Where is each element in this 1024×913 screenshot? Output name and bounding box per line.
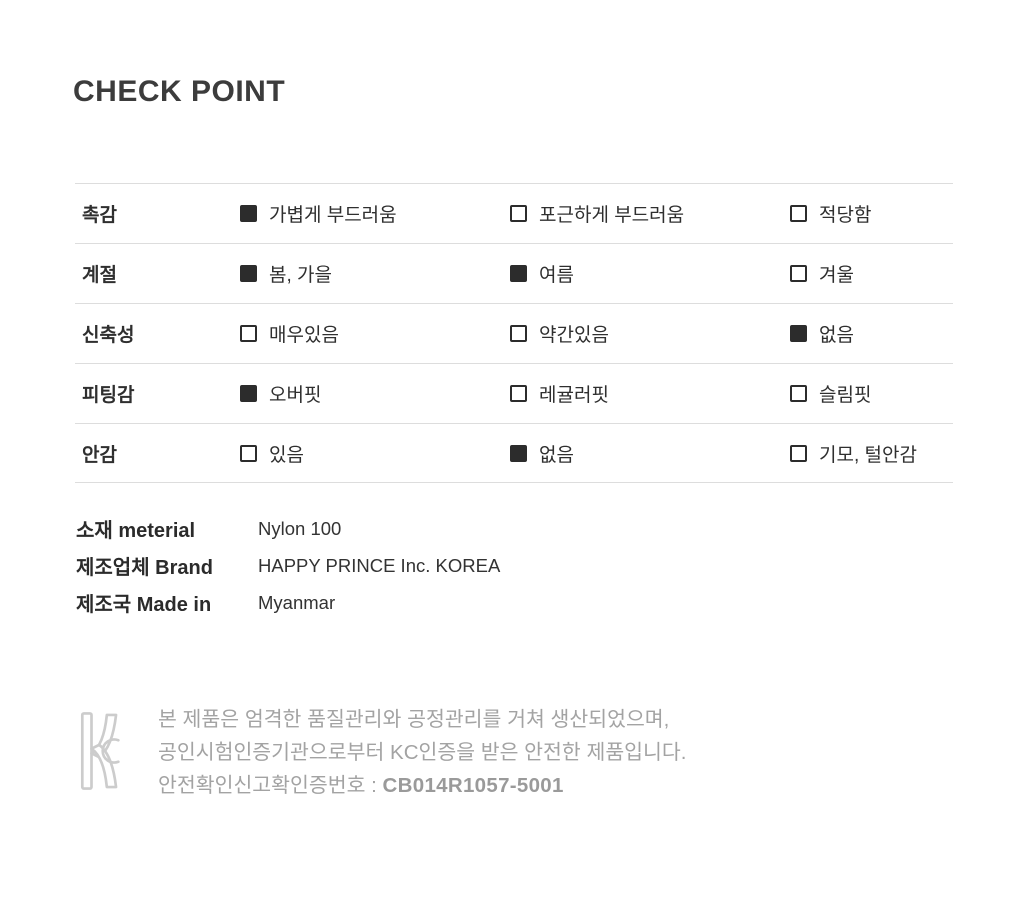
table-row: 피팅감 오버핏 레귤러핏 슬림핏 <box>75 363 953 423</box>
option-label: 가볍게 부드러움 <box>269 205 397 226</box>
checkbox-checked-icon <box>510 265 527 282</box>
option-label: 슬림핏 <box>819 385 872 406</box>
option-label: 없음 <box>539 444 574 466</box>
cert-number-label: 안전확인신고확인증번호 : <box>158 774 383 797</box>
detail-row: 소재 meterial Nylon 100 <box>76 510 500 547</box>
checkbox-unchecked-icon <box>510 205 527 222</box>
option-label: 없음 <box>819 325 854 346</box>
checkbox-unchecked-icon <box>790 205 807 222</box>
option-label: 겨울 <box>819 265 854 286</box>
page-title: CHECK POINT <box>73 75 286 108</box>
table-row: 신축성 매우있음 약간있음 없음 <box>75 303 953 363</box>
detail-value: Nylon 100 <box>258 517 342 539</box>
table-row: 촉감 가볍게 부드러움 포근하게 부드러움 적당함 <box>75 183 953 243</box>
option-cell: 레귤러핏 <box>510 380 790 407</box>
option-cell: 매우있음 <box>240 320 510 347</box>
option-label: 기모, 털안감 <box>819 444 917 466</box>
detail-label: 제조업체 Brand <box>76 557 213 579</box>
option-cell: 포근하게 부드러움 <box>510 200 790 227</box>
cert-line1: 본 제품은 엄격한 품질관리와 공정관리를 거쳐 생산되었으며, <box>158 708 670 731</box>
certification-text: 본 제품은 엄격한 품질관리와 공정관리를 거쳐 생산되었으며, 공인시험인증기… <box>158 703 686 802</box>
checkbox-unchecked-icon <box>790 444 807 462</box>
option-cell: 가볍게 부드러움 <box>240 200 510 227</box>
option-label: 오버핏 <box>269 385 322 406</box>
option-cell: 기모, 털안감 <box>790 440 953 467</box>
checkbox-unchecked-icon <box>240 444 257 462</box>
option-cell: 봄, 가을 <box>240 260 510 287</box>
row-label: 신축성 <box>82 325 135 346</box>
certification-section: 본 제품은 엄격한 품질관리와 공정관리를 거쳐 생산되었으며, 공인시험인증기… <box>80 703 686 802</box>
row-label: 계절 <box>82 265 117 286</box>
details-list: 소재 meterial Nylon 100 제조업체 Brand HAPPY PRIN… <box>76 510 500 621</box>
checkbox-unchecked-icon <box>510 325 527 342</box>
option-cell: 오버핏 <box>240 380 510 407</box>
option-cell: 여름 <box>510 260 790 287</box>
checkbox-checked-icon <box>240 265 257 282</box>
row-label: 안감 <box>82 444 117 466</box>
detail-label: 소재 meterial <box>76 520 196 542</box>
cert-line3: 안전확인신고확인증번호 : CB014R1057-5001 <box>158 769 686 802</box>
detail-row: 제조업체 Brand HAPPY PRINCE Inc. KOREA <box>76 547 500 584</box>
cert-line2: 공인시험인증기관으로부터 KC인증을 받은 안전한 제품입니다. <box>158 741 687 764</box>
detail-value: Myanmar <box>258 591 336 613</box>
option-cell: 없음 <box>790 320 953 347</box>
option-cell: 없음 <box>510 440 790 467</box>
detail-value: HAPPY PRINCE Inc. KOREA <box>258 554 501 576</box>
option-label: 약간있음 <box>539 325 609 346</box>
option-cell: 약간있음 <box>510 320 790 347</box>
option-label: 레귤러핏 <box>539 385 609 406</box>
checkbox-checked-icon <box>240 385 257 402</box>
option-label: 적당함 <box>819 205 872 226</box>
checkbox-unchecked-icon <box>790 385 807 402</box>
checkbox-unchecked-icon <box>790 265 807 282</box>
row-label: 피팅감 <box>82 385 135 406</box>
option-label: 포근하게 부드러움 <box>539 205 685 226</box>
option-label: 매우있음 <box>269 325 339 346</box>
table-row: 계절 봄, 가을 여름 겨울 <box>75 243 953 303</box>
kc-mark-icon <box>80 712 120 790</box>
option-label: 봄, 가을 <box>269 265 332 286</box>
checkbox-unchecked-icon <box>240 325 257 342</box>
option-cell: 슬림핏 <box>790 380 953 407</box>
checkbox-checked-icon <box>240 205 257 222</box>
detail-row: 제조국 Made in Myanmar <box>76 584 500 621</box>
option-cell: 겨울 <box>790 260 953 287</box>
checkbox-checked-icon <box>510 444 527 462</box>
detail-label: 제조국 Made in <box>76 594 212 616</box>
table-row: 안감 있음 없음 기모, 털안감 <box>75 423 953 483</box>
checkbox-checked-icon <box>790 325 807 342</box>
option-label: 있음 <box>269 444 304 466</box>
cert-number: CB014R1057-5001 <box>382 774 564 797</box>
option-cell: 있음 <box>240 440 510 467</box>
checkbox-unchecked-icon <box>510 385 527 402</box>
option-cell: 적당함 <box>790 200 953 227</box>
row-label: 촉감 <box>82 205 117 226</box>
option-label: 여름 <box>539 265 574 286</box>
